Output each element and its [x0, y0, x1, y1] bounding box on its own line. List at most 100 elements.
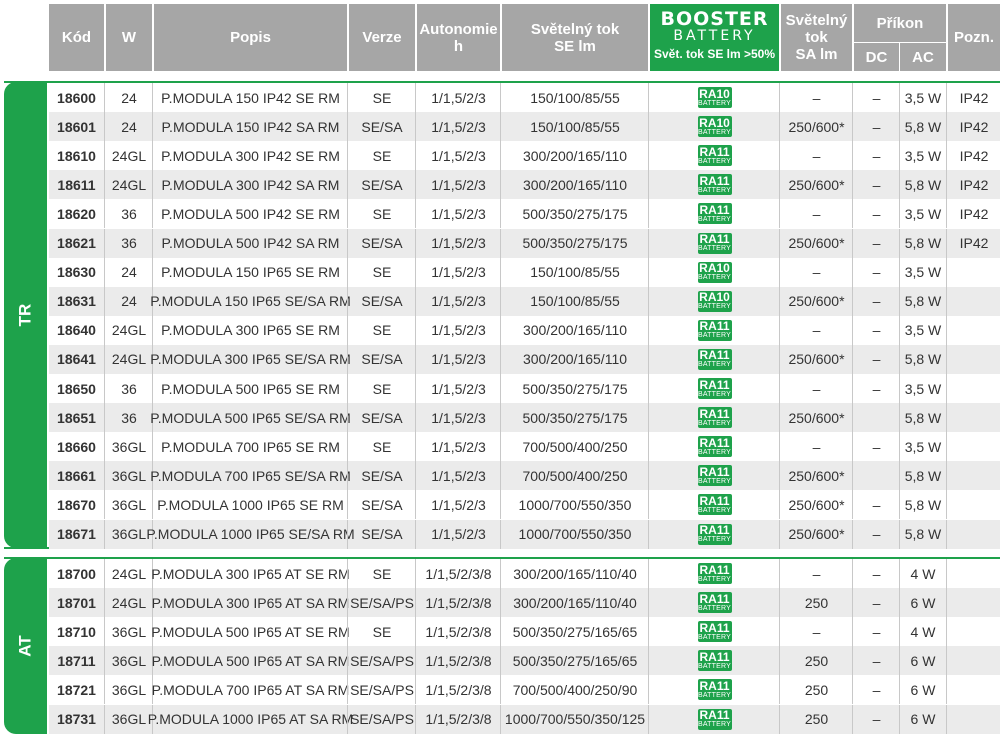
cell-text: 18711 — [57, 652, 96, 669]
column-divider — [500, 286, 501, 316]
cell-text: 500/350/275/175 — [522, 380, 628, 397]
cell-autonomie: 1/1,5/2/3 — [417, 141, 500, 170]
table-row: 18661 36GL P.MODULA 700 IP65 SE/SA RM SE/SA… — [49, 461, 1000, 491]
column-divider — [899, 170, 900, 200]
cell-text: 5,8 W — [904, 118, 942, 135]
cell-text: 6 W — [910, 711, 936, 727]
cell-text: 250/600* — [788, 526, 845, 542]
column-divider — [779, 315, 780, 345]
column-divider — [500, 490, 501, 520]
column-divider — [779, 675, 780, 705]
cell-dc: – — [854, 170, 899, 199]
cell-pozn — [948, 588, 1000, 617]
column-divider — [648, 519, 649, 549]
cell-badge: RA11 BATTERY — [650, 141, 779, 170]
column-divider — [852, 141, 853, 171]
header-dc-text: DC — [865, 48, 888, 66]
cell-text: 36 — [121, 380, 137, 397]
group-label-at-text: AT — [15, 635, 35, 657]
cell-text: 24GL — [111, 351, 147, 368]
cell-text: – — [872, 89, 881, 106]
cell-verze: SE — [349, 83, 415, 112]
column-divider — [946, 461, 947, 491]
cell-dc: – — [854, 588, 899, 617]
cell-se-lm: 150/100/85/55 — [502, 287, 648, 316]
column-divider — [779, 461, 780, 491]
cell-text: SE/SA/PS — [350, 681, 414, 698]
column-divider — [648, 228, 649, 258]
cell-kod: 18600 — [49, 83, 104, 112]
cell-w: 24GL — [106, 345, 152, 374]
cell-sa-lm: – — [781, 374, 852, 403]
cell-text: 18621 — [57, 235, 96, 251]
column-divider — [415, 461, 416, 491]
cell-pozn: IP42 — [948, 112, 1000, 141]
header-svetelny-sa-line1: Světelný — [785, 12, 848, 29]
column-divider — [104, 257, 105, 287]
cell-text: SE — [372, 147, 392, 164]
cell-text: – — [872, 652, 881, 669]
cell-text: 5,8 W — [904, 293, 942, 310]
cell-text: 700/500/400/250/90 — [512, 681, 638, 698]
cell-verze: SE/SA — [349, 345, 415, 374]
column-divider — [347, 112, 348, 142]
cell-autonomie: 1/1,5/2/3/8 — [417, 588, 500, 617]
cell-text: SE — [372, 623, 392, 640]
column-divider — [946, 675, 947, 705]
cell-dc: – — [854, 675, 899, 704]
cell-text: 250/600* — [788, 293, 845, 310]
cell-verze: SE/SA — [349, 403, 415, 432]
cell-verze: SE — [349, 432, 415, 461]
header-autonomie: Autonomie h — [417, 4, 500, 71]
cell-se-lm: 300/200/165/110 — [502, 170, 648, 199]
column-divider — [779, 432, 780, 462]
cell-text: 3,5 W — [904, 380, 942, 397]
cell-autonomie: 1/1,5/2/3 — [417, 229, 500, 258]
cell-w: 24GL — [106, 316, 152, 345]
table-row: 18610 24GL P.MODULA 300 IP42 SE RM SE 1/1,5/… — [49, 141, 1000, 171]
cell-text: SE — [372, 380, 392, 397]
column-divider — [347, 432, 348, 462]
cell-se-lm: 150/100/85/55 — [502, 112, 648, 141]
column-divider — [946, 432, 947, 462]
cell-sa-lm: 250 — [781, 705, 852, 734]
group-divider-top-tr — [4, 81, 1000, 83]
cell-sa-lm: 250/600* — [781, 170, 852, 199]
column-divider — [347, 588, 348, 618]
column-divider — [347, 490, 348, 520]
cell-se-lm: 500/350/275/175 — [502, 374, 648, 403]
column-divider — [852, 403, 853, 433]
battery-badge-label: BATTERY — [697, 721, 732, 728]
column-divider — [648, 286, 649, 316]
cell-sa-lm: – — [781, 258, 852, 287]
cell-se-lm: 1000/700/550/350/125 — [502, 705, 648, 734]
column-divider — [648, 617, 649, 647]
column-divider — [500, 403, 501, 433]
battery-badge: RA11 BATTERY — [697, 378, 732, 399]
column-divider — [648, 344, 649, 374]
cell-pozn — [948, 490, 1000, 519]
header-kod-text: Kód — [61, 29, 92, 46]
column-divider — [852, 286, 853, 316]
battery-badge-label: BATTERY — [697, 215, 732, 223]
cell-badge: RA11 BATTERY — [650, 705, 779, 734]
cell-text: P.MODULA 500 IP65 AT SE RM — [151, 623, 350, 640]
cell-ac: 3,5 W — [900, 83, 946, 112]
cell-text: 250 — [804, 711, 829, 727]
cell-autonomie: 1/1,5/2/3/8 — [417, 617, 500, 646]
cell-text: – — [872, 235, 881, 251]
column-divider — [946, 403, 947, 433]
column-divider — [946, 141, 947, 171]
cell-text: 1/1,5/2/3/8 — [425, 681, 492, 698]
column-divider — [104, 199, 105, 229]
battery-badge-code: RA11 — [699, 620, 730, 635]
column-divider — [347, 461, 348, 491]
cell-autonomie: 1/1,5/2/3/8 — [417, 705, 500, 734]
battery-badge-code: RA11 — [699, 202, 730, 217]
column-divider — [415, 432, 416, 462]
cell-text: 18670 — [57, 496, 96, 513]
column-divider — [899, 519, 900, 549]
cell-text: IP42 — [959, 89, 989, 106]
cell-pozn — [948, 432, 1000, 461]
column-divider — [779, 228, 780, 258]
